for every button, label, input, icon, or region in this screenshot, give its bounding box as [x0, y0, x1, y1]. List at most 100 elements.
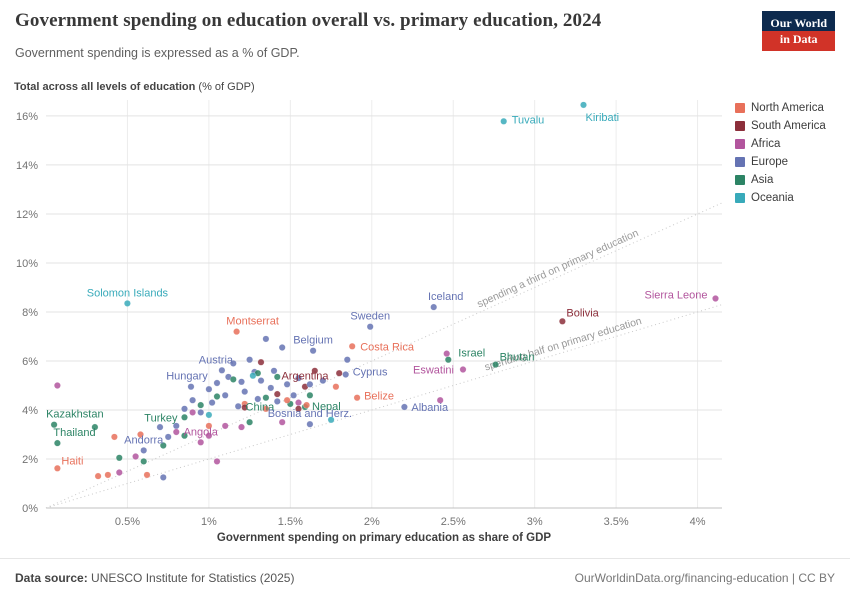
scatter-point[interactable]: [246, 356, 254, 364]
scatter-point[interactable]: [221, 422, 229, 430]
scatter-point[interactable]: [53, 382, 61, 389]
scatter-point[interactable]: [94, 472, 102, 480]
scatter-point-austria[interactable]: [218, 366, 226, 374]
scatter-point[interactable]: [241, 404, 249, 411]
scatter-point-albania[interactable]: [400, 403, 408, 411]
scatter-point-costa-rica[interactable]: [348, 342, 356, 350]
legend-item-as[interactable]: Asia: [735, 174, 826, 186]
scatter-point[interactable]: [115, 454, 123, 462]
scatter-point[interactable]: [159, 473, 167, 481]
scatter-point[interactable]: [205, 411, 213, 419]
scatter-point[interactable]: [159, 442, 167, 449]
scatter-point[interactable]: [91, 423, 99, 431]
scatter-point[interactable]: [311, 367, 319, 375]
scatter-point[interactable]: [273, 373, 281, 381]
scatter-point[interactable]: [295, 374, 302, 382]
scatter-point[interactable]: [172, 428, 180, 436]
scatter-point-sweden[interactable]: [366, 323, 374, 331]
scatter-point[interactable]: [221, 391, 229, 399]
scatter-point[interactable]: [270, 367, 278, 375]
scatter-point-china[interactable]: [262, 394, 270, 402]
scatter-point[interactable]: [229, 375, 237, 383]
scatter-point[interactable]: [246, 418, 254, 426]
scatter-point[interactable]: [137, 431, 144, 438]
scatter-point[interactable]: [295, 399, 302, 407]
scatter-point-eswatini[interactable]: [459, 366, 467, 373]
scatter-point-israel[interactable]: [444, 356, 452, 364]
scatter-point[interactable]: [283, 396, 291, 404]
scatter-point-angola[interactable]: [197, 438, 205, 446]
scatter-point-kazakhstan[interactable]: [50, 421, 58, 429]
scatter-point[interactable]: [181, 405, 188, 413]
scatter-point-iceland[interactable]: [430, 303, 438, 311]
scatter-point[interactable]: [443, 350, 451, 358]
scatter-point[interactable]: [213, 379, 221, 387]
scatter-point-tuvalu[interactable]: [500, 117, 508, 125]
scatter-point[interactable]: [262, 405, 270, 413]
scatter-point[interactable]: [238, 423, 245, 431]
credit-link[interactable]: OurWorldinData.org/financing-education |…: [574, 571, 835, 585]
scatter-point[interactable]: [257, 377, 265, 385]
scatter-point-kiribati[interactable]: [580, 101, 587, 109]
scatter-point[interactable]: [290, 391, 298, 399]
scatter-point[interactable]: [254, 395, 262, 403]
scatter-point[interactable]: [332, 383, 340, 391]
scatter-point-montserrat[interactable]: [233, 328, 241, 336]
scatter-point[interactable]: [335, 369, 343, 377]
scatter-point-cyprus[interactable]: [342, 371, 350, 378]
scatter-point[interactable]: [273, 390, 281, 398]
scatter-point[interactable]: [262, 335, 270, 343]
scatter-point[interactable]: [303, 401, 311, 409]
scatter-point[interactable]: [205, 432, 213, 440]
scatter-point[interactable]: [132, 453, 140, 460]
scatter-point-bolivia[interactable]: [558, 317, 566, 325]
scatter-point-solomon-islands[interactable]: [123, 299, 131, 307]
scatter-point[interactable]: [205, 422, 213, 430]
scatter-point[interactable]: [213, 457, 221, 465]
scatter-point-andorra[interactable]: [140, 446, 148, 454]
scatter-point[interactable]: [164, 433, 172, 441]
scatter-point[interactable]: [343, 356, 351, 364]
scatter-point[interactable]: [104, 471, 112, 479]
scatter-point[interactable]: [257, 358, 265, 366]
scatter-point[interactable]: [327, 416, 335, 424]
scatter-point-hungary[interactable]: [187, 383, 195, 391]
scatter-point[interactable]: [436, 396, 444, 404]
scatter-point-turkey[interactable]: [181, 413, 188, 421]
scatter-point-sierra-leone[interactable]: [712, 295, 719, 302]
scatter-point[interactable]: [229, 359, 237, 367]
scatter-point-bosnia-and-herz-[interactable]: [306, 420, 314, 428]
scatter-point[interactable]: [181, 432, 188, 440]
scatter-point[interactable]: [249, 372, 257, 380]
scatter-point[interactable]: [273, 397, 281, 405]
scatter-point[interactable]: [205, 385, 213, 393]
scatter-point[interactable]: [213, 393, 221, 400]
scatter-point-bhutan[interactable]: [492, 361, 500, 369]
scatter-point[interactable]: [238, 378, 245, 386]
legend-item-sa[interactable]: South America: [735, 120, 826, 132]
scatter-point[interactable]: [295, 405, 302, 413]
legend-item-oc[interactable]: Oceania: [735, 192, 826, 204]
scatter-point[interactable]: [306, 380, 314, 388]
scatter-point[interactable]: [110, 433, 118, 441]
scatter-point[interactable]: [283, 380, 291, 388]
scatter-point[interactable]: [143, 471, 151, 479]
scatter-point[interactable]: [115, 469, 123, 476]
scatter-point[interactable]: [306, 391, 314, 399]
legend-item-eu[interactable]: Europe: [735, 156, 826, 168]
scatter-point[interactable]: [278, 344, 286, 351]
scatter-point[interactable]: [267, 384, 275, 392]
scatter-point-haiti[interactable]: [53, 464, 61, 472]
scatter-point[interactable]: [278, 418, 286, 426]
scatter-point[interactable]: [140, 457, 148, 465]
legend-item-na[interactable]: North America: [735, 102, 826, 114]
scatter-point[interactable]: [208, 399, 216, 407]
legend-item-af[interactable]: Africa: [735, 138, 826, 150]
scatter-point-thailand[interactable]: [53, 439, 61, 447]
scatter-point[interactable]: [189, 408, 197, 416]
owid-logo[interactable]: Our World in Data: [762, 11, 835, 51]
scatter-point[interactable]: [197, 401, 205, 409]
scatter-point-belgium[interactable]: [309, 347, 317, 355]
scatter-point[interactable]: [241, 388, 249, 396]
scatter-point[interactable]: [189, 396, 197, 404]
